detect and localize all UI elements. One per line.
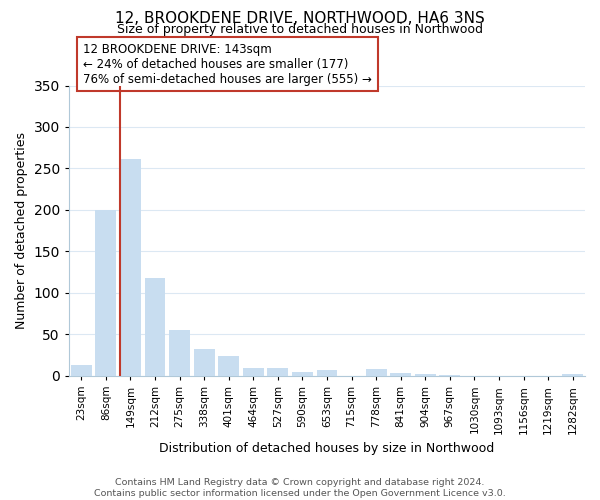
Text: Size of property relative to detached houses in Northwood: Size of property relative to detached ho… — [117, 22, 483, 36]
Bar — [390, 374, 411, 376]
Bar — [292, 372, 313, 376]
Bar — [415, 374, 436, 376]
Bar — [95, 210, 116, 376]
Bar — [439, 375, 460, 376]
Text: 12, BROOKDENE DRIVE, NORTHWOOD, HA6 3NS: 12, BROOKDENE DRIVE, NORTHWOOD, HA6 3NS — [115, 11, 485, 26]
Bar — [365, 370, 386, 376]
Bar — [169, 330, 190, 376]
Bar — [71, 365, 92, 376]
Bar — [120, 158, 141, 376]
Text: Contains HM Land Registry data © Crown copyright and database right 2024.
Contai: Contains HM Land Registry data © Crown c… — [94, 478, 506, 498]
Y-axis label: Number of detached properties: Number of detached properties — [15, 132, 28, 329]
Bar — [218, 356, 239, 376]
Bar — [145, 278, 166, 376]
Bar — [268, 368, 288, 376]
X-axis label: Distribution of detached houses by size in Northwood: Distribution of detached houses by size … — [160, 442, 494, 455]
Text: 12 BROOKDENE DRIVE: 143sqm
← 24% of detached houses are smaller (177)
76% of sem: 12 BROOKDENE DRIVE: 143sqm ← 24% of deta… — [83, 42, 372, 86]
Bar — [194, 348, 215, 376]
Bar — [243, 368, 264, 376]
Bar — [317, 370, 337, 376]
Bar — [562, 374, 583, 376]
